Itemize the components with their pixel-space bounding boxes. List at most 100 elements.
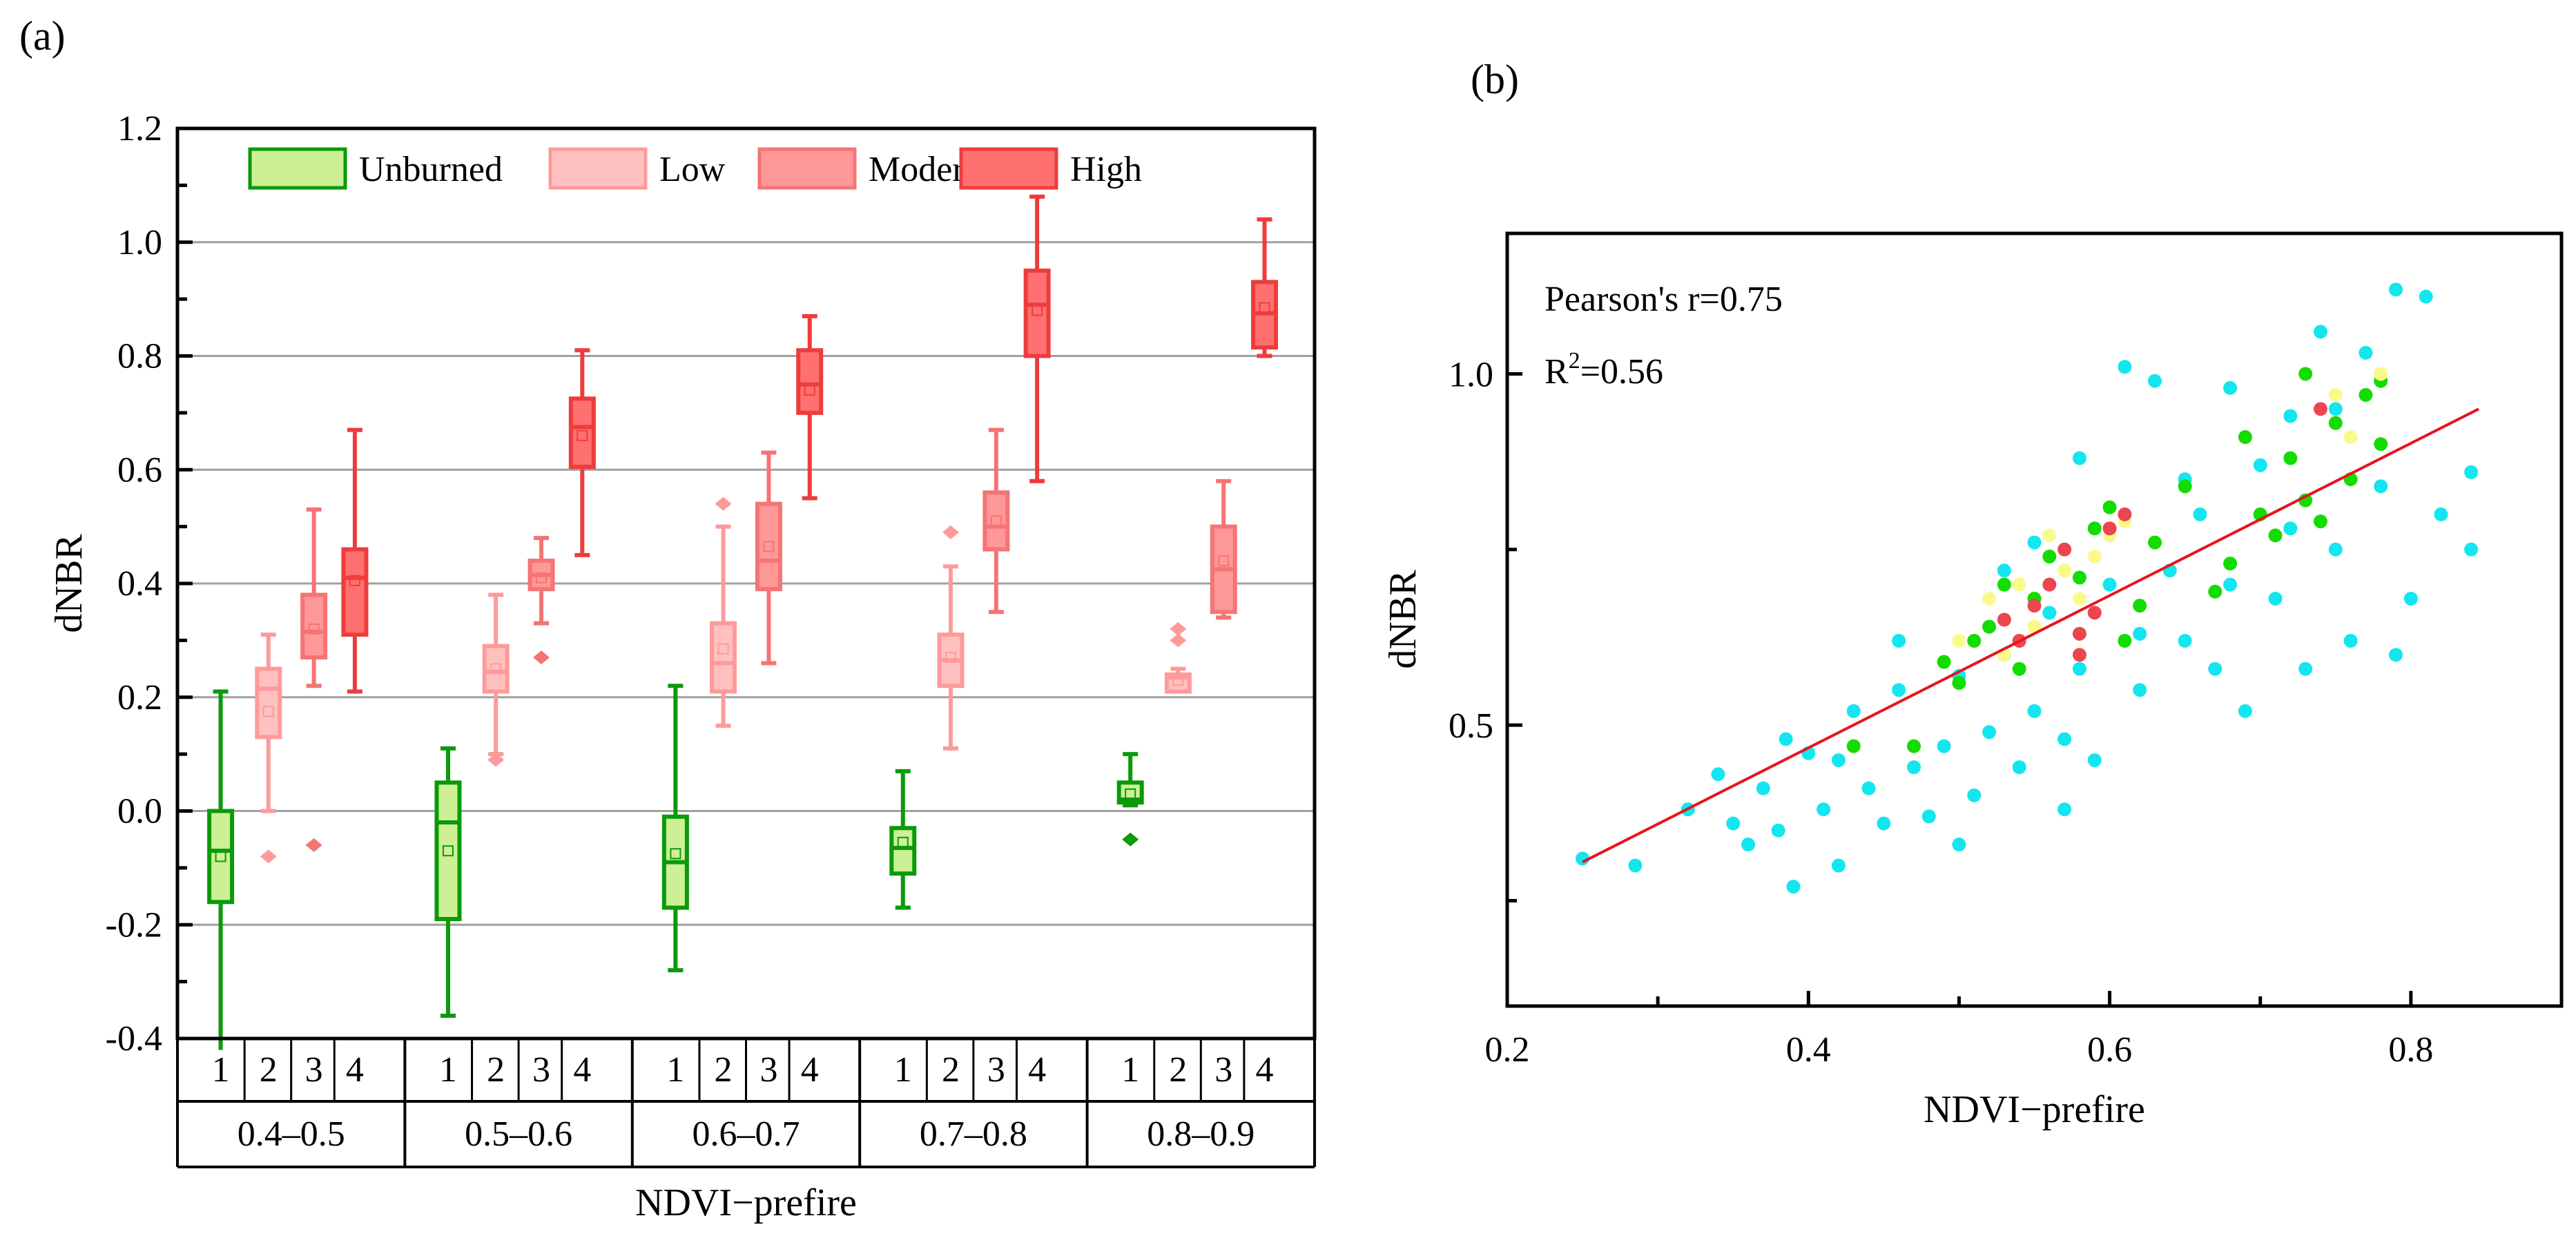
data-point: [2374, 437, 2388, 452]
r2-value: =0.56: [1580, 352, 1663, 392]
data-point: [2012, 662, 2026, 676]
group-label: 0.8–0.9: [1147, 1114, 1255, 1154]
data-point: [2057, 802, 2072, 817]
y-axis-label: dNBR: [1382, 570, 1424, 669]
data-point: [1628, 858, 1643, 873]
plot-frame: [1505, 231, 2564, 1008]
mean-marker: [1172, 675, 1184, 686]
box-iqr: [568, 396, 596, 470]
data-point: [2268, 591, 2283, 606]
fit-line: [1582, 407, 2479, 864]
mean-marker: [1125, 788, 1136, 800]
data-point: [2072, 591, 2086, 606]
mean-marker: [990, 515, 1002, 527]
mean-marker: [490, 663, 502, 675]
box-low: [1164, 621, 1192, 694]
group-label: 0.5–0.6: [465, 1114, 572, 1154]
y-tick-label: 0.2: [117, 678, 162, 717]
outlier-point: [715, 496, 732, 511]
data-point: [1952, 838, 1966, 852]
data-point: [1982, 619, 1997, 634]
box-iqr: [710, 621, 737, 694]
data-point: [2133, 683, 2147, 697]
data-point: [2328, 416, 2343, 430]
data-point: [2283, 521, 2298, 536]
sub-category-label: 2: [942, 1050, 960, 1090]
sub-category-label: 4: [346, 1050, 364, 1090]
box-iqr: [482, 644, 510, 694]
data-point: [2389, 648, 2403, 662]
data-point: [2178, 634, 2192, 648]
data-point: [2283, 409, 2298, 423]
data-point: [1861, 781, 1876, 795]
data-point: [2027, 619, 2042, 634]
sub-category-label: 2: [1169, 1050, 1187, 1090]
box-unburned: [661, 684, 689, 973]
data-point: [2313, 325, 2327, 339]
mean-marker: [1259, 302, 1270, 313]
data-point: [2298, 662, 2313, 676]
series-green: [1846, 367, 2388, 753]
data-point: [2027, 535, 2042, 550]
data-point: [2102, 521, 2117, 536]
data-point: [2042, 528, 2057, 543]
y-axis-label: dNBR: [48, 534, 90, 633]
mean-marker: [670, 848, 681, 860]
box-iqr: [207, 809, 235, 905]
panel-a-label: (a): [19, 13, 66, 59]
mean-marker: [945, 652, 956, 664]
x-tick-label: 0.4: [1786, 1030, 1831, 1070]
group-label: 0.4–0.5: [238, 1114, 345, 1154]
r-squared-annotation: R2=0.56: [1544, 348, 1663, 392]
box-low: [255, 633, 282, 864]
data-point: [2328, 542, 2343, 557]
box-iqr: [982, 490, 1010, 552]
r2-superscript: 2: [1569, 348, 1580, 374]
data-point: [2027, 704, 2042, 718]
data-point: [1817, 802, 1831, 817]
y-tick-label: 0.0: [117, 792, 162, 831]
sub-category-label: 2: [715, 1050, 733, 1090]
legend-swatch-high: [959, 147, 1058, 190]
data-point: [2313, 514, 2327, 529]
sub-category-label: 4: [801, 1050, 819, 1090]
sub-category-label: 1: [212, 1050, 230, 1090]
box-unburned: [889, 769, 917, 910]
x-tick-label: 0.2: [1485, 1030, 1530, 1070]
box-moderate: [755, 450, 782, 666]
legend-label-low: Low: [659, 150, 726, 189]
data-point: [2283, 451, 2298, 465]
data-point: [1892, 683, 1906, 697]
data-point: [2268, 528, 2283, 543]
data-point: [1982, 725, 1997, 740]
data-point: [1997, 563, 2011, 578]
box-high: [796, 313, 824, 501]
data-point: [2223, 577, 2238, 592]
data-point: [1741, 838, 1756, 852]
data-point: [2238, 704, 2252, 718]
box-iqr: [255, 666, 282, 740]
data-point: [2087, 549, 2102, 563]
series-red: [1997, 402, 2327, 662]
data-point: [2057, 563, 2072, 578]
data-point: [2389, 282, 2403, 297]
data-point: [2072, 626, 2086, 641]
data-point: [2328, 387, 2343, 402]
mean-marker: [1032, 305, 1043, 316]
data-point: [2223, 557, 2238, 571]
data-point: [1937, 655, 1951, 669]
sub-category-label: 1: [1121, 1050, 1139, 1090]
mean-marker: [536, 572, 548, 583]
data-point: [2072, 570, 2086, 585]
data-point: [1779, 732, 1793, 746]
data-point: [1786, 880, 1801, 894]
mean-marker: [215, 851, 226, 862]
data-point: [2042, 606, 2057, 620]
mean-marker: [1218, 555, 1230, 567]
data-point: [2087, 521, 2102, 536]
box-low: [937, 525, 965, 751]
sub-category-label: 4: [1028, 1050, 1046, 1090]
box-iqr: [300, 592, 328, 660]
data-point: [2118, 634, 2132, 648]
box-moderate: [982, 427, 1010, 615]
